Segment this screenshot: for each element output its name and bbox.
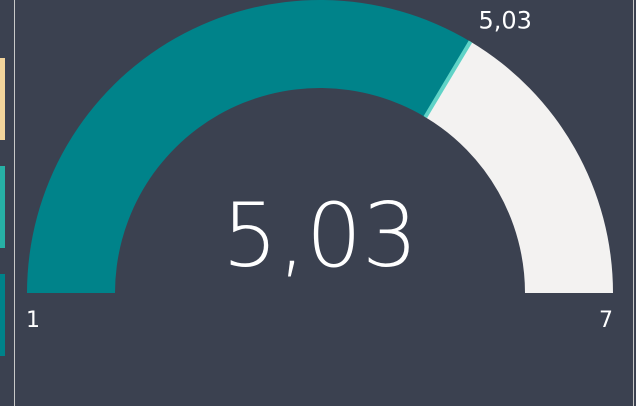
target-line	[423, 40, 473, 119]
value-label: 5,03	[222, 184, 418, 287]
tick-label: 1	[26, 308, 40, 333]
side-strip	[0, 58, 5, 140]
tick-label: 7	[599, 308, 613, 333]
gauge-track	[425, 41, 613, 294]
gauge-value	[27, 0, 471, 294]
side-strip	[0, 166, 5, 248]
side-strip	[0, 274, 5, 356]
target-label: 5,03	[478, 7, 531, 35]
